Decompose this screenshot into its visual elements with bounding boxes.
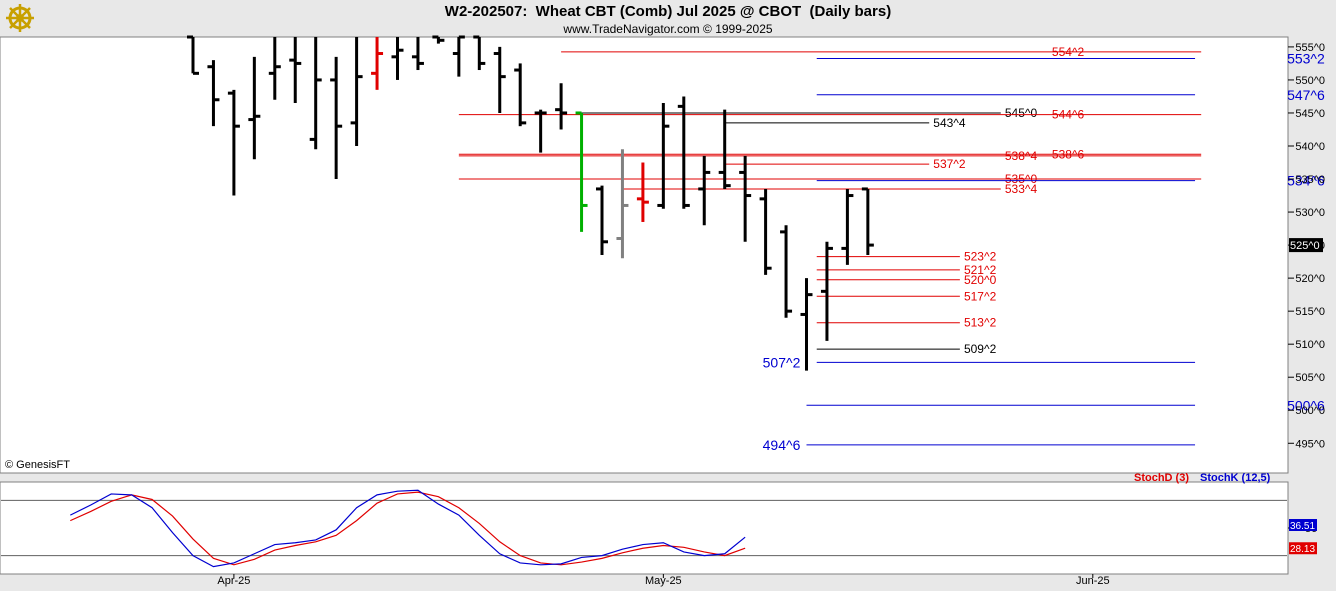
level-label-11: 533^4 — [1005, 182, 1038, 196]
ohlc-bar-2 — [227, 89, 240, 196]
ohlc-bar-22 — [636, 162, 649, 222]
level-label-18: 507^2 — [763, 354, 801, 370]
ohlc-bar-7 — [330, 56, 343, 180]
watermark: © GenesisFT — [5, 459, 70, 471]
chart-header: W2-202507: Wheat CBT (Comb) Jul 2025 @ C… — [0, 0, 1336, 37]
ohlc-bar-3 — [248, 56, 261, 160]
y-tick-label-8: 515^0 — [1295, 306, 1325, 318]
level-label-13: 521^2 — [964, 263, 997, 277]
level-label-6: 538^4 — [1005, 149, 1038, 163]
ohlc-bar-27 — [739, 155, 752, 242]
level-label-0: 554^2 — [1052, 45, 1085, 59]
ohlc-bar-11 — [411, 37, 424, 71]
ohlc-bar-28 — [759, 188, 772, 275]
ohlc-bar-6 — [309, 37, 322, 150]
x-tick-label-1: May-25 — [645, 575, 682, 587]
level-label-4: 544^6 — [1052, 108, 1085, 122]
ohlc-bar-30 — [800, 278, 813, 371]
level-label-8: 537^2 — [933, 157, 966, 171]
ohlc-bar-19 — [575, 111, 588, 232]
ohlc-bar-5 — [289, 37, 302, 104]
level-label-15: 517^2 — [964, 289, 997, 303]
ohlc-bar-8 — [350, 37, 363, 146]
level-label-12: 523^2 — [964, 250, 997, 264]
level-label-20: 494^6 — [763, 437, 801, 453]
level-label-5: 543^4 — [933, 116, 966, 130]
ohlc-bar-32 — [841, 188, 854, 265]
ohlc-bar-24 — [677, 96, 690, 209]
y-tick-label-4: 535^0 — [1295, 174, 1325, 186]
navigator-logo-icon — [6, 4, 34, 32]
level-label-3: 545^0 — [1005, 106, 1038, 120]
ohlc-bars — [187, 35, 874, 371]
y-tick-label-9: 510^0 — [1295, 339, 1325, 351]
level-label-2: 547^6 — [1287, 87, 1325, 103]
y-tick-label-2: 545^0 — [1295, 108, 1325, 120]
x-tick-label-2: Jun-25 — [1076, 575, 1110, 587]
ohlc-bar-21 — [616, 149, 629, 259]
support-resistance-levels: 554^2 553^2 547^6 545^0 544^6 543^4 538^4 538^6… — [458, 45, 1325, 453]
chart-subtitle: www.TradeNavigator.com © 1999-2025 — [563, 22, 773, 36]
ohlc-bar-31 — [820, 241, 833, 341]
ohlc-bar-23 — [657, 103, 670, 209]
stoch-value-box-0 — [1289, 519, 1317, 531]
y-tick-label-5: 530^0 — [1295, 207, 1325, 219]
y-tick-label-10: 505^0 — [1295, 372, 1325, 384]
ohlc-bar-18 — [555, 83, 568, 130]
ohlc-bar-33 — [861, 187, 874, 255]
level-label-7: 538^6 — [1052, 147, 1085, 161]
price-axis: 555^0 550^0 545^0 540^0 535^0 530^0 525^0 520^0… — [1288, 42, 1325, 450]
ohlc-bar-25 — [698, 155, 711, 226]
ohlc-bar-29 — [780, 225, 793, 318]
ohlc-bar-0 — [187, 35, 199, 75]
ohlc-bar-15 — [493, 46, 506, 113]
y-tick-label-12: 495^0 — [1295, 438, 1325, 450]
ohlc-bar-14 — [473, 35, 486, 71]
last-price-box — [1289, 238, 1323, 253]
stochK-line — [70, 489, 746, 568]
ohlc-bar-26 — [718, 109, 731, 189]
level-label-9: 535^0 — [1005, 172, 1038, 186]
y-tick-label-3: 540^0 — [1295, 141, 1325, 153]
level-label-10: 534^6 — [1287, 173, 1325, 189]
ohlc-bar-16 — [514, 63, 527, 127]
stochD-line — [70, 491, 746, 566]
ohlc-bar-1 — [207, 60, 220, 127]
level-label-17: 509^2 — [964, 342, 997, 356]
last-price-label: 525^0 — [1290, 240, 1320, 252]
price-panel[interactable] — [0, 36, 1289, 474]
ohlc-bar-20 — [596, 185, 608, 255]
date-axis: Apr-25 May-25 Jun-25 — [217, 574, 1110, 587]
y-tick-label-7: 520^0 — [1295, 273, 1325, 285]
stoch-value-label-1: 28.13 — [1290, 544, 1315, 555]
x-tick-label-0: Apr-25 — [217, 575, 250, 587]
ohlc-bar-12 — [432, 35, 445, 44]
ohlc-bar-10 — [391, 37, 404, 80]
y-tick-label-1: 550^0 — [1295, 75, 1325, 87]
level-label-19: 500^6 — [1287, 397, 1325, 413]
stoch-legend-1: StochK (12,5) — [1200, 472, 1271, 484]
level-label-14: 520^0 — [964, 273, 997, 287]
ohlc-bar-13 — [452, 35, 465, 77]
y-tick-label-11: 500^0 — [1295, 405, 1325, 417]
stoch-legend-0: StochD (3) — [1134, 472, 1189, 484]
ohlc-bar-17 — [534, 109, 547, 153]
ohlc-bar-4 — [268, 37, 281, 100]
chart-title: W2-202507: Wheat CBT (Comb) Jul 2025 @ C… — [444, 3, 892, 20]
level-label-16: 513^2 — [964, 316, 997, 330]
y-tick-label-0: 555^0 — [1295, 42, 1325, 54]
ohlc-bar-9 — [371, 37, 384, 90]
level-label-1: 553^2 — [1287, 50, 1325, 66]
stoch-value-label-0: 36.51 — [1290, 521, 1315, 532]
stoch-value-box-1 — [1289, 542, 1317, 555]
stochastic-panel[interactable] — [0, 481, 1289, 575]
